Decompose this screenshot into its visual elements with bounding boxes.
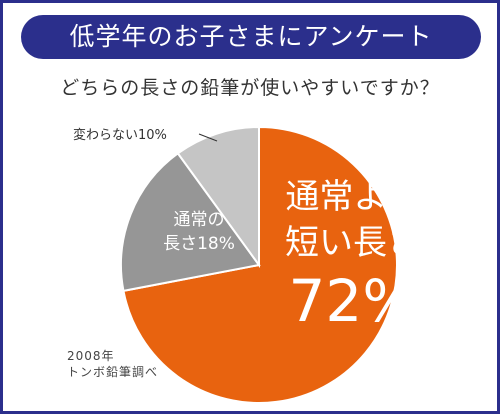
pie-slice-2 [176,125,260,269]
slice-label-1-line-0: 通常の [174,210,225,230]
slice-label-0-line-0: 通常より [285,177,420,217]
slice-label-1-line-1: 長さ18% [163,234,235,254]
pie-slice-1 [120,151,261,293]
leader-line [198,133,218,142]
slice-value-0: 72% [289,267,418,335]
banner-title: 低学年のお子さまにアンケート [21,15,481,59]
survey-question: どちらの長さの鉛筆が使いやすいですか？ [60,77,440,99]
slice-label-2: 変わらない10% [73,127,167,143]
source-note: 2008年 トンボ鉛筆調べ [67,348,158,380]
slice-label-0-line-1: 短い長さ [285,223,421,263]
source-org: トンボ鉛筆調べ [67,365,159,379]
source-year: 2008年 [67,349,115,363]
